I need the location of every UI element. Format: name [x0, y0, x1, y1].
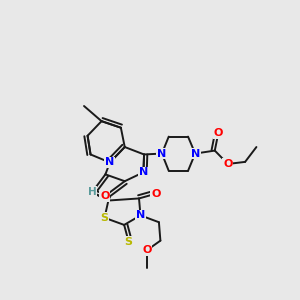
Text: N: N — [190, 148, 200, 159]
Text: O: O — [223, 159, 232, 169]
Text: O: O — [151, 189, 160, 199]
Text: O: O — [142, 245, 152, 255]
Text: O: O — [214, 128, 223, 138]
Text: N: N — [139, 167, 148, 177]
Text: S: S — [124, 236, 133, 247]
Text: N: N — [157, 148, 167, 159]
Text: O: O — [100, 191, 110, 201]
Text: S: S — [100, 213, 109, 223]
Text: H: H — [88, 187, 96, 197]
Text: N: N — [136, 210, 145, 220]
Text: N: N — [105, 158, 115, 167]
